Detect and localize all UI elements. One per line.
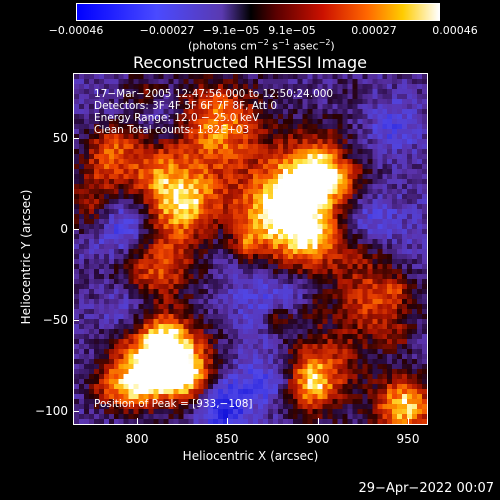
y-tick-label: 50 <box>52 131 68 145</box>
x-tick-mark <box>227 418 228 424</box>
image-panel: 17−Mar−2005 12:47:56.000 to 12:50:24.000… <box>73 73 428 425</box>
x-tick-label: 950 <box>396 432 420 446</box>
y-tick-label: −100 <box>35 404 68 418</box>
x-tick-mark <box>137 418 138 424</box>
info-energy-range: Energy Range: 12.0 − 25.0 keV <box>94 112 260 124</box>
y-tick-mark <box>73 138 79 139</box>
x-tick-label: 900 <box>306 432 330 446</box>
y-axis-label: Heliocentric Y (arcsec) <box>19 189 33 325</box>
y-tick-mark <box>73 320 79 321</box>
info-time-range: 17−Mar−2005 12:47:56.000 to 12:50:24.000 <box>94 88 334 100</box>
x-tick-mark <box>318 418 319 424</box>
y-tick-label: 0 <box>60 222 68 236</box>
colorbar-tick: 9.1e−05 <box>268 24 316 37</box>
colorbar-tick: −0.00027 <box>139 24 195 37</box>
x-axis-label: Heliocentric X (arcsec) <box>182 449 319 463</box>
colorbar-tick: −0.00046 <box>48 24 104 37</box>
timestamp: 29−Apr−2022 00:07 <box>358 481 495 496</box>
rhessi-image-map <box>74 74 427 424</box>
colorbar <box>76 3 440 21</box>
info-peak-position: Position of Peak = [933,−108] <box>94 398 253 410</box>
colorbar-tick: −9.1e−05 <box>202 24 260 37</box>
x-tick-mark <box>408 418 409 424</box>
info-detectors: Detectors: 3F 4F 5F 6F 7F 8F, Att 0 <box>94 100 278 112</box>
colorbar-unit: (photons cm−2 s−1 asec−2) <box>188 38 335 53</box>
x-tick-label: 850 <box>215 432 239 446</box>
y-tick-mark <box>73 229 79 230</box>
x-tick-label: 800 <box>125 432 149 446</box>
info-counts: Clean Total counts: 1.82E+03 <box>94 124 250 136</box>
y-tick-mark <box>73 411 79 412</box>
plot-title: Reconstructed RHESSI Image <box>133 53 367 72</box>
colorbar-tick: 0.00046 <box>432 24 478 37</box>
colorbar-tick: 0.00027 <box>351 24 397 37</box>
y-tick-label: −50 <box>42 313 68 327</box>
